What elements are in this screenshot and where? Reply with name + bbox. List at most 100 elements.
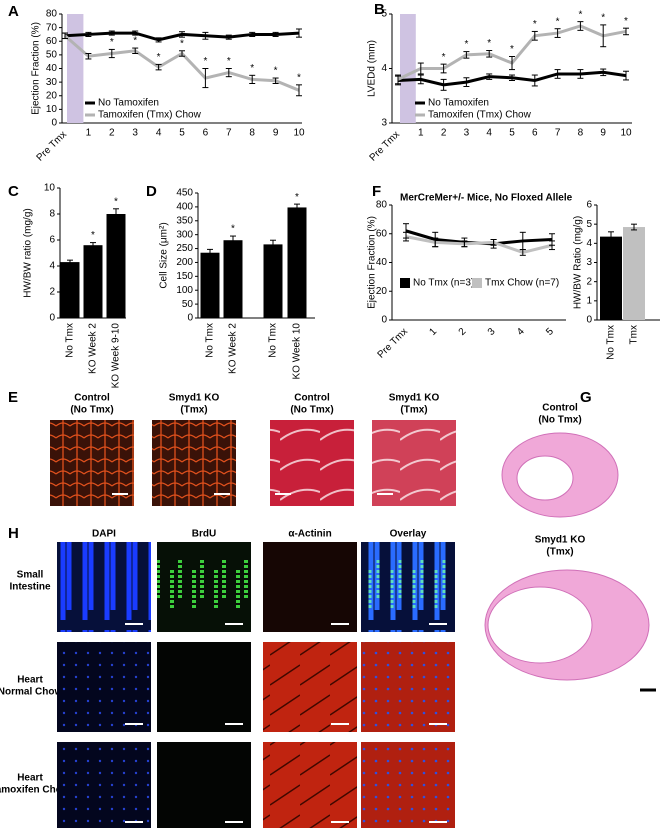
count-label: 28 [64, 301, 76, 312]
y-tick-label: 100 [176, 285, 193, 296]
y-tick-label: 5 [586, 219, 592, 230]
legend-label: Tamoxifen (Tmx) Chow [98, 110, 202, 121]
y-tick-label: 70 [46, 22, 58, 33]
column-title: Overlay [390, 529, 427, 540]
image-title: (No Tmx) [70, 405, 113, 416]
legend-label: Tmx Chow (n=7) [485, 278, 559, 289]
x-tick-label: 2 [441, 128, 447, 139]
significance: * [510, 44, 514, 55]
image-title: Control [542, 403, 578, 414]
row-title: Heart [17, 675, 43, 686]
bar [600, 236, 622, 320]
x-tick-label: 1 [86, 128, 92, 139]
significance: * [556, 16, 560, 27]
y-tick-label: 4 [586, 238, 592, 249]
x-tick-label: KO Week 2 [88, 323, 99, 374]
y-tick-label: 40 [46, 63, 58, 74]
x-tick-label: 2 [109, 128, 115, 139]
row-title: (Normal Chow) [0, 687, 66, 698]
x-tick-label: 6 [203, 128, 209, 139]
significance: * [624, 16, 628, 27]
image-title: Smyd1 KO [389, 393, 440, 404]
significance: * [533, 19, 537, 30]
panel-letter: E [8, 389, 18, 406]
image-title: (Tmx) [400, 405, 427, 416]
y-tick-label: 3 [586, 257, 592, 268]
y-tick-label: 40 [376, 257, 388, 268]
significance: * [578, 9, 582, 20]
x-tick-label: KO Week 2 [228, 323, 239, 374]
x-tick-label: 3 [464, 128, 470, 139]
y-tick-label: 50 [182, 299, 194, 310]
micrograph [372, 420, 456, 506]
y-axis-label: Cell Size (μm²) [159, 222, 170, 288]
count-label: 70 [204, 301, 216, 312]
y-tick-label: 200 [176, 257, 193, 268]
significance: * [133, 36, 137, 47]
micrograph [270, 420, 354, 506]
y-axis-label: Ejection Fraction (%) [367, 216, 378, 309]
x-tick-label: 5 [509, 128, 515, 139]
bar [263, 244, 283, 318]
y-axis-label: HW/BW Ratio (mg/g) [573, 216, 584, 309]
panel-letter: G [580, 389, 592, 406]
significance: * [464, 39, 468, 50]
significance: * [297, 72, 301, 83]
x-tick-label: Pre Tmx [376, 326, 410, 360]
significance: * [295, 192, 299, 203]
x-tick-label: 3 [486, 326, 498, 338]
y-tick-label: 150 [176, 271, 193, 282]
significance: * [250, 63, 254, 74]
image-title: (No Tmx) [538, 415, 581, 426]
count-label: 66 [227, 301, 239, 312]
y-tick-label: 8 [49, 209, 55, 220]
y-tick-label: 50 [46, 50, 58, 61]
x-tick-label: 3 [132, 128, 138, 139]
y-tick-label: 2 [49, 287, 55, 298]
significance: * [274, 66, 278, 77]
x-tick-label: No Tmx [65, 323, 76, 358]
bar [60, 262, 80, 318]
x-tick-label: 6 [532, 128, 538, 139]
row-title: Heart [17, 773, 43, 784]
x-tick-label: KO Week 9-10 [111, 323, 122, 389]
significance: * [231, 224, 235, 235]
y-tick-label: 10 [44, 183, 56, 194]
series-line [405, 235, 553, 254]
x-tick-label: 8 [249, 128, 255, 139]
x-tick-label: No Tmx [205, 323, 216, 358]
y-axis-label: HW/BW ratio (mg/g) [23, 208, 34, 297]
y-tick-label: 20 [376, 286, 388, 297]
panel-letter: D [146, 183, 157, 200]
significance: * [91, 230, 95, 241]
significance: * [487, 38, 491, 49]
y-tick-label: 80 [376, 200, 388, 211]
row-title: Small [17, 570, 44, 581]
chart-title: MerCreMer+/- Mice, No Floxed Allele [400, 193, 573, 204]
legend-swatch [400, 278, 410, 288]
significance: * [157, 52, 161, 63]
x-tick-label: Pre Tmx [368, 129, 402, 163]
image-title: Smyd1 KO [535, 535, 586, 546]
legend-label: No Tamoxifen [428, 98, 489, 109]
x-tick-label: 4 [515, 326, 527, 338]
y-tick-label: 1 [586, 295, 592, 306]
heart-section [487, 586, 593, 664]
significance: * [110, 37, 114, 48]
y-tick-label: 4 [381, 63, 387, 74]
x-tick-label: 5 [544, 326, 556, 338]
y-tick-label: 6 [586, 200, 592, 211]
y-tick-label: 4 [49, 261, 55, 272]
significance: * [114, 196, 118, 207]
row-title: Intestine [9, 582, 51, 593]
x-tick-label: 5 [179, 128, 185, 139]
y-tick-label: 250 [176, 243, 193, 254]
significance: * [442, 52, 446, 63]
scale-bars [125, 623, 447, 823]
x-tick-label: 7 [555, 128, 561, 139]
y-tick-label: 6 [49, 235, 55, 246]
count-label: 10 [110, 301, 122, 312]
x-tick-label: 10 [293, 128, 305, 139]
legend-label: No Tamoxifen [98, 98, 159, 109]
